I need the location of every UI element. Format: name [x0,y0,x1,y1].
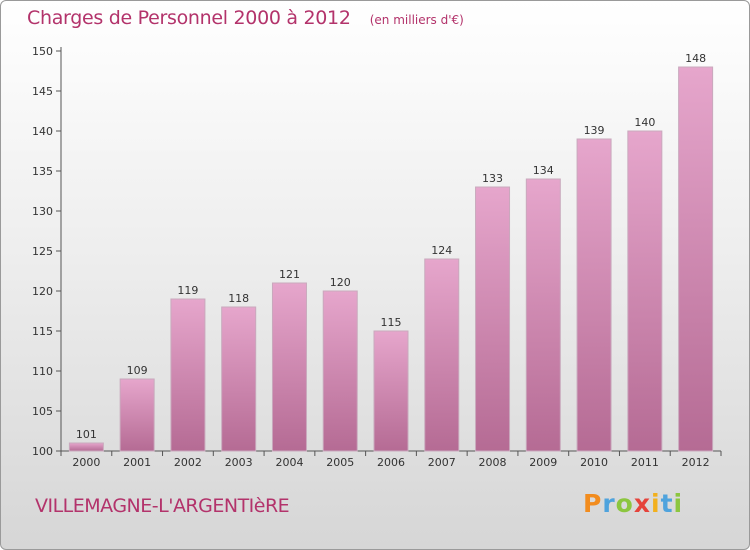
bar-2004 [271,282,307,452]
bar-value-label: 134 [533,164,554,177]
y-tick-label: 145 [32,85,53,98]
bar-value-label: 120 [330,276,351,289]
bar-2007 [424,258,460,452]
x-tick-label: 2011 [631,456,659,469]
x-tick-label: 2008 [479,456,507,469]
bar-value-label: 124 [431,244,452,257]
y-tick-label: 105 [32,405,53,418]
bar-2012 [678,66,714,452]
chart-title: Charges de Personnel 2000 à 2012 [27,7,351,29]
logo-letter: o [615,489,634,518]
logo-letter: i [651,489,661,518]
x-tick-label: 2007 [428,456,456,469]
y-tick-label: 110 [32,365,53,378]
bar-2006 [373,330,409,452]
y-tick-label: 140 [32,125,53,138]
x-tick-label: 2004 [275,456,303,469]
title-row: Charges de Personnel 2000 à 2012 (en mil… [27,7,464,29]
bar-2005 [322,290,358,452]
y-tick-label: 120 [32,285,53,298]
x-tick-label: 2005 [326,456,354,469]
logo-letter: t [660,489,674,518]
logo-letter: i [673,489,684,518]
bar-value-label: 139 [584,124,605,137]
bar-2011 [627,130,663,452]
chart-subtitle: (en milliers d'€) [369,13,464,27]
bar-value-label: 109 [127,364,148,377]
bar-value-label: 115 [381,316,402,329]
bar-value-label: 140 [634,116,655,129]
y-tick-label: 100 [32,445,53,458]
x-tick-label: 2001 [123,456,151,469]
bar-value-label: 118 [228,292,249,305]
x-tick-label: 2009 [529,456,557,469]
x-tick-label: 2003 [225,456,253,469]
logo-letter: r [602,489,616,518]
x-tick-label: 2010 [580,456,608,469]
y-tick-label: 115 [32,325,53,338]
x-tick-label: 2006 [377,456,405,469]
bar-2003 [221,306,257,452]
bar-value-label: 133 [482,172,503,185]
bar-2002 [170,298,206,452]
x-tick-label: 2012 [682,456,710,469]
y-tick-label: 135 [32,165,53,178]
bar-value-label: 101 [76,428,97,441]
logo-letter: x [633,489,651,518]
bar-2000 [68,442,104,452]
x-tick-label: 2000 [72,456,100,469]
bar-2008 [475,186,511,452]
commune-name: VILLEMAGNE-L'ARGENTIèRE [35,495,290,517]
bar-value-label: 121 [279,268,300,281]
bar-2010 [576,138,612,452]
proxiti-logo: Proxiti [583,489,683,518]
bar-2009 [525,178,561,452]
bar-2001 [119,378,155,452]
logo-letter: P [583,489,603,518]
y-tick-label: 125 [32,245,53,258]
bar-value-label: 148 [685,52,706,65]
bar-value-label: 119 [177,284,198,297]
y-tick-label: 130 [32,205,53,218]
y-tick-label: 150 [32,45,53,58]
x-tick-label: 2002 [174,456,202,469]
